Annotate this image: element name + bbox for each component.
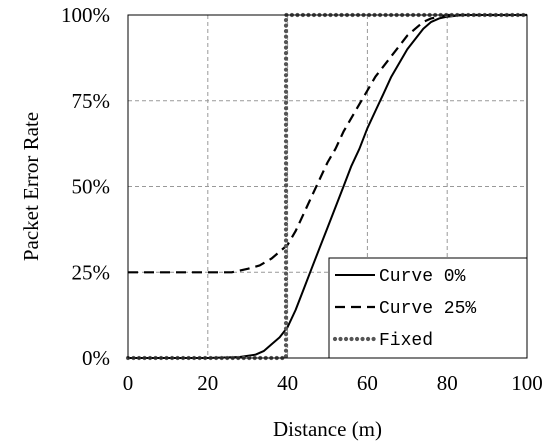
x-tick-label: 100: [511, 371, 543, 395]
series-line-0: [128, 14, 527, 359]
x-tick-label: 40: [277, 371, 298, 395]
y-tick-label: 50%: [72, 175, 111, 199]
legend: Curve 0% Curve 25% Fixed: [328, 257, 528, 359]
x-tick-label: 60: [357, 371, 378, 395]
legend-label: Fixed: [379, 331, 433, 351]
legend-label: Curve 0%: [379, 267, 466, 287]
x-tick-label: 0: [123, 371, 134, 395]
x-axis-title: Distance (m): [273, 417, 382, 441]
x-tick-label: 20: [197, 371, 218, 395]
legend-label: Curve 25%: [379, 299, 476, 319]
x-tick-label: 80: [437, 371, 458, 395]
y-axis-title: Packet Error Rate: [19, 112, 43, 261]
series-line-1: [128, 13, 527, 274]
y-tick-labels: 0% 25% 50% 75% 100%: [61, 3, 110, 370]
y-tick-label: 75%: [72, 89, 111, 113]
y-tick-label: 25%: [72, 260, 111, 284]
x-tick-labels: 0 20 40 60 80 100: [123, 371, 543, 395]
y-tick-label: 100%: [61, 3, 110, 27]
y-tick-label: 0%: [82, 346, 110, 370]
plot-frame: [127, 14, 528, 359]
